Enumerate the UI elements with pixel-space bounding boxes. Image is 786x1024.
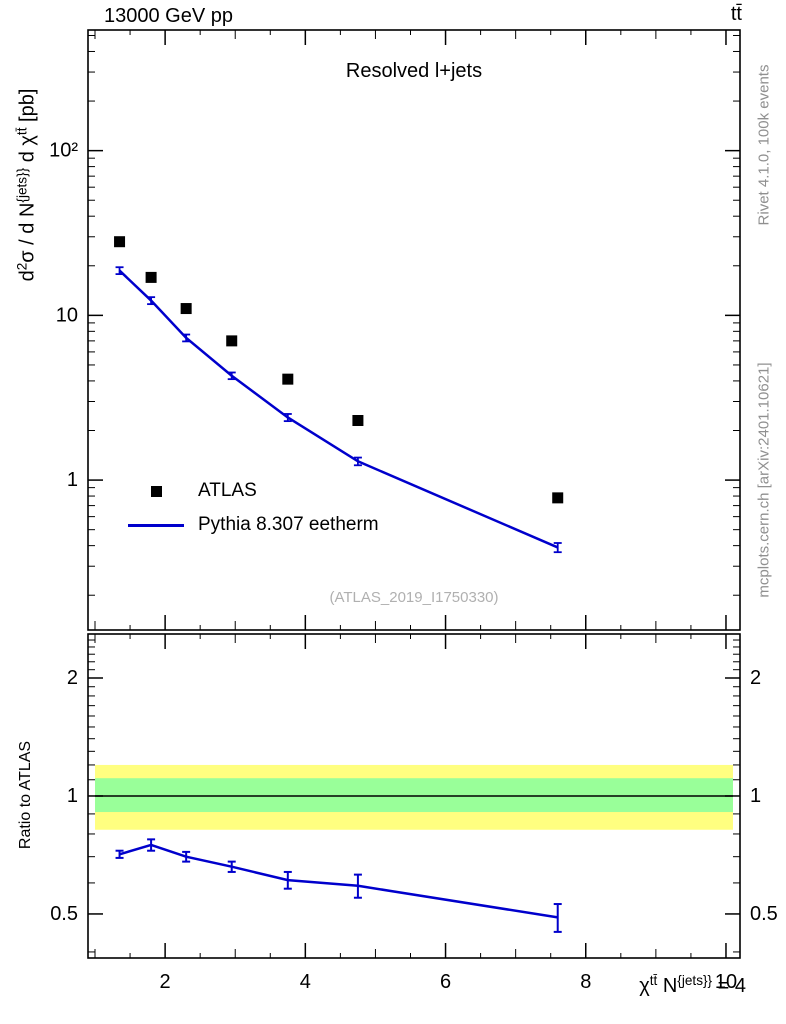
- svg-text:2: 2: [67, 667, 78, 689]
- atlas-square-marker-icon: [150, 485, 162, 497]
- svg-text:10²: 10²: [49, 140, 78, 162]
- tick-labels: 1 10 10² 0.5 0.5 1 1 2 2 2 4 6 8 10: [49, 140, 778, 993]
- svg-text:2: 2: [160, 971, 171, 993]
- pythia-prediction-curve: [115, 266, 562, 554]
- ratio-axis-label: Ratio to ATLAS: [17, 740, 34, 850]
- axis-ticks: [88, 30, 740, 958]
- process-label: tt̄: [730, 3, 742, 25]
- legend-swatch-area: [120, 485, 192, 497]
- svg-text:10: 10: [56, 304, 78, 326]
- pythia-line-icon: [128, 523, 184, 527]
- legend-label-pythia: Pythia 8.307 eetherm: [198, 514, 379, 535]
- plot-title: Resolved l+jets: [345, 60, 483, 82]
- svg-text:8: 8: [580, 971, 591, 993]
- svg-text:0.5: 0.5: [50, 903, 78, 925]
- legend-entry-atlas: ATLAS: [120, 474, 379, 508]
- legend-swatch-area: [120, 523, 192, 527]
- legend: ATLAS Pythia 8.307 eetherm: [120, 474, 379, 542]
- svg-text:1: 1: [67, 469, 78, 491]
- svg-text:10: 10: [715, 971, 737, 993]
- rivet-version-note: Rivet 4.1.0, 100k events: [755, 64, 773, 226]
- mcplots-arxiv-note: mcplots.cern.ch [arXiv:2401.10621]: [755, 362, 773, 598]
- ratio-curve: [115, 838, 562, 933]
- legend-label-atlas: ATLAS: [198, 480, 257, 501]
- x-axis-label: χtt̄ N{jets}} = 4: [639, 973, 746, 997]
- svg-text:4: 4: [300, 971, 311, 993]
- main-panel-frame: [87, 29, 741, 631]
- uncertainty-bands: [95, 764, 733, 830]
- svg-text:6: 6: [440, 971, 451, 993]
- svg-text:1: 1: [67, 785, 78, 807]
- atlas-data-points: [114, 236, 564, 504]
- legend-entry-pythia: Pythia 8.307 eetherm: [120, 508, 379, 542]
- y-axis-label: d2σ / d N{jets}} d χtt̄ [pb]: [14, 88, 39, 282]
- svg-text:0.5: 0.5: [750, 903, 778, 925]
- analysis-id-watermark: (ATLAS_2019_I1750330): [329, 589, 499, 606]
- beam-energy-label: 13000 GeV pp: [104, 5, 233, 27]
- inner-uncertainty-band: [95, 778, 733, 813]
- svg-text:2: 2: [750, 667, 761, 689]
- svg-text:1: 1: [750, 785, 761, 807]
